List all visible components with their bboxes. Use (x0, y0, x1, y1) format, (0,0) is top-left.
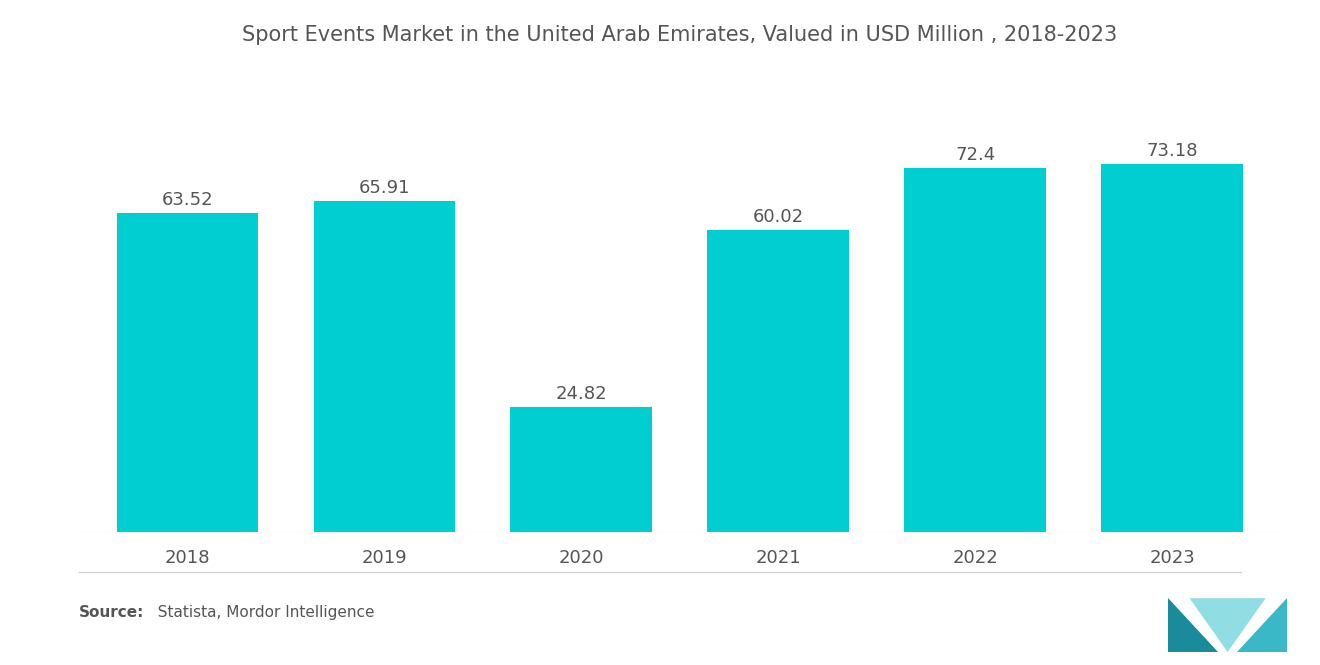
Bar (1101, 164, 1243, 532)
Bar (511, 407, 652, 532)
Polygon shape (1189, 598, 1266, 652)
Bar (116, 213, 259, 532)
Text: 73.18: 73.18 (1146, 142, 1197, 160)
Text: Statista, Mordor Intelligence: Statista, Mordor Intelligence (148, 605, 375, 620)
Text: 72.4: 72.4 (956, 146, 995, 164)
Bar (708, 231, 849, 532)
Text: 63.52: 63.52 (161, 191, 214, 209)
Text: 24.82: 24.82 (556, 385, 607, 403)
Text: Source:: Source: (79, 605, 145, 620)
Polygon shape (1168, 598, 1218, 652)
Polygon shape (1237, 598, 1287, 652)
Bar (904, 168, 1045, 532)
Title: Sport Events Market in the United Arab Emirates, Valued in USD Million , 2018-20: Sport Events Market in the United Arab E… (242, 25, 1118, 45)
Text: 60.02: 60.02 (752, 208, 804, 226)
Text: 65.91: 65.91 (359, 179, 411, 197)
Bar (314, 201, 455, 532)
